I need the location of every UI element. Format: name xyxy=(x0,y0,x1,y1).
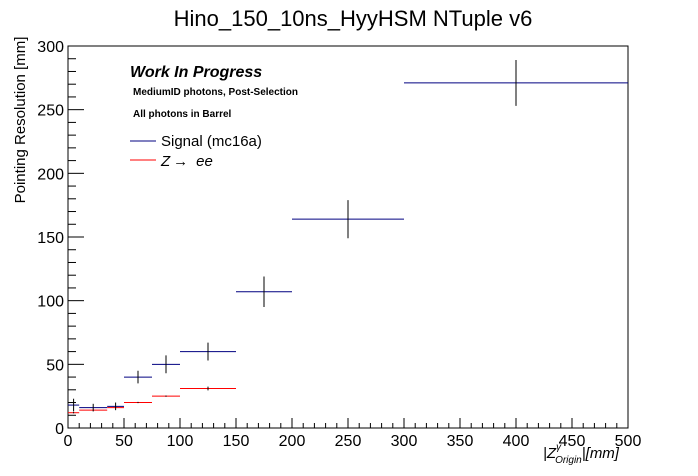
data-point xyxy=(68,412,80,414)
data-point xyxy=(152,355,180,374)
data-point xyxy=(152,395,180,397)
y-axis-title: Pointing Resolution [mm] xyxy=(12,37,29,204)
x-tick-label: 300 xyxy=(391,433,418,450)
region-label: All photons in Barrel xyxy=(133,109,232,120)
y-tick-label: 150 xyxy=(37,230,64,247)
x-tick-label: 450 xyxy=(559,433,586,450)
data-point xyxy=(180,386,236,391)
axis-ticks: 0 50 100 150 200 250 300 350 400 450 500 0 50 100 150 2… xyxy=(37,39,641,450)
data-point xyxy=(107,402,124,411)
data-series xyxy=(68,60,628,414)
x-tick-label: 50 xyxy=(115,433,133,450)
x-tick-label: 150 xyxy=(223,433,250,450)
x-axis-title-main: |Z xyxy=(543,445,557,462)
y-tick-label: 200 xyxy=(37,166,64,183)
x-axis-title-unit: |[mm] xyxy=(582,445,620,462)
data-point xyxy=(404,60,628,106)
series-1 xyxy=(68,386,236,414)
data-point xyxy=(68,398,80,412)
work-in-progress-label: Work In Progress xyxy=(130,64,262,81)
y-tick-label: 250 xyxy=(37,103,64,120)
x-tick-label: 0 xyxy=(64,433,73,450)
x-axis-title-superscript: γ xyxy=(556,442,562,453)
x-tick-label: 400 xyxy=(503,433,530,450)
chart-title: Hino_150_10ns_HyyHSM NTuple v6 xyxy=(174,6,533,31)
legend-label-zee-arrow: → xyxy=(173,153,188,170)
series-0 xyxy=(68,60,628,412)
x-tick-label: 250 xyxy=(335,433,362,450)
legend: Signal (mc16a) Z → ee xyxy=(130,133,262,170)
data-point xyxy=(292,200,404,239)
data-point xyxy=(180,342,236,361)
legend-label-zee-suffix: ee xyxy=(196,153,213,170)
data-point xyxy=(236,276,292,308)
legend-label-zee: Z → ee xyxy=(160,153,213,170)
legend-label-zee-main: Z xyxy=(160,153,171,170)
y-tick-label: 300 xyxy=(37,39,64,56)
data-point xyxy=(124,370,152,384)
data-point xyxy=(124,401,152,404)
y-tick-label: 0 xyxy=(55,421,64,438)
x-tick-label: 350 xyxy=(447,433,474,450)
x-tick-label: 100 xyxy=(167,433,194,450)
x-tick-label: 500 xyxy=(615,433,642,450)
legend-label-signal: Signal (mc16a) xyxy=(161,133,262,150)
x-axis-title: |Zγ Origin|[mm] xyxy=(543,442,620,466)
y-tick-label: 100 xyxy=(37,294,64,311)
x-axis-title-subscript: Origin xyxy=(555,455,582,466)
y-tick-label: 50 xyxy=(46,357,64,374)
data-point xyxy=(107,406,124,409)
x-tick-label: 200 xyxy=(279,433,306,450)
data-point xyxy=(79,409,108,411)
selection-label: MediumID photons, Post-Selection xyxy=(133,87,298,98)
